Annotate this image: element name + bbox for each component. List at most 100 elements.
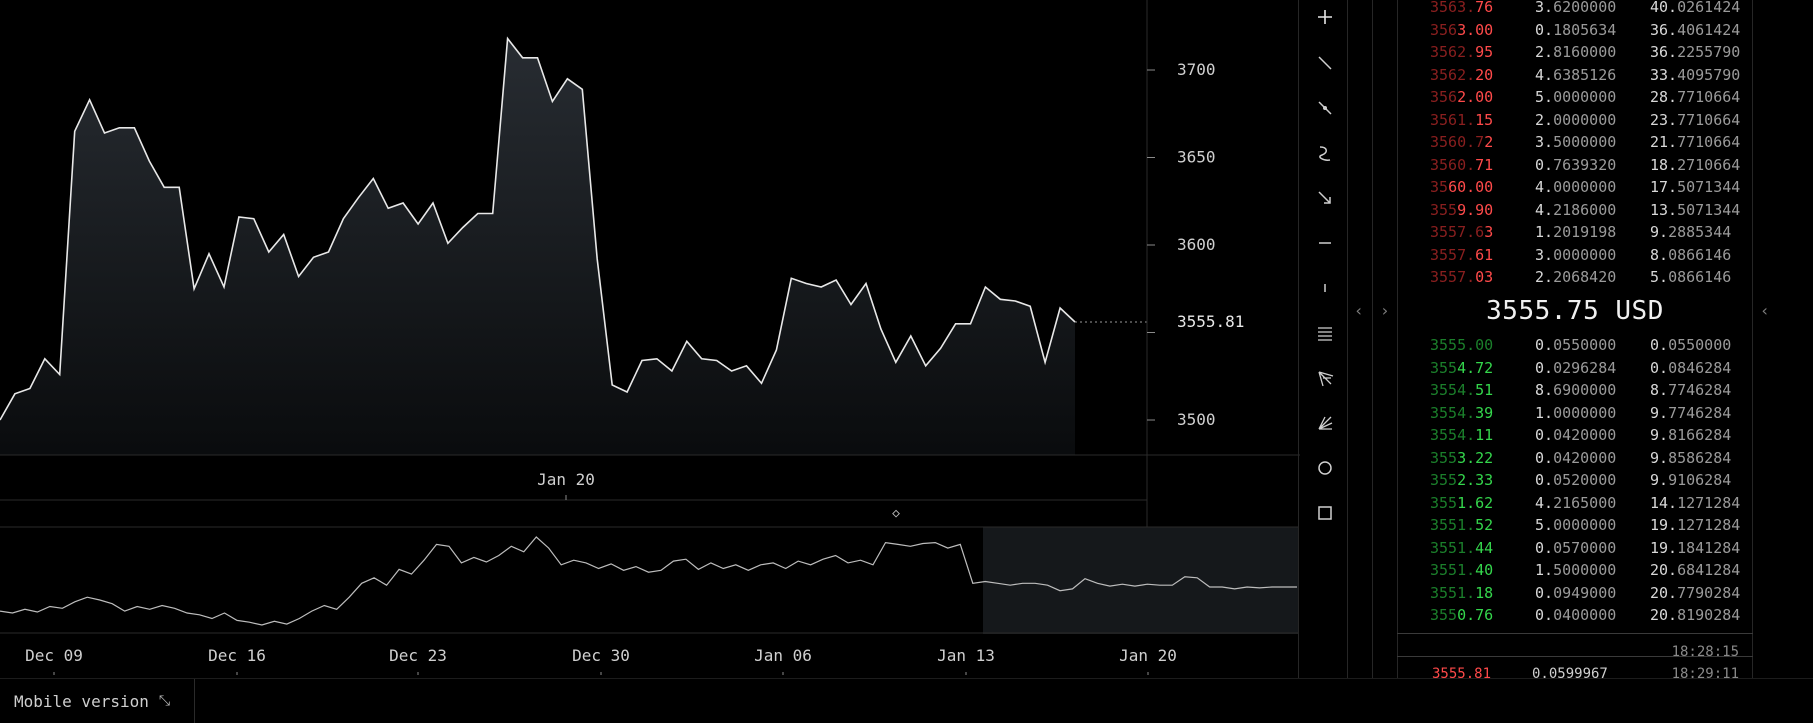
ask-price-emph: 76 <box>1475 0 1494 16</box>
ask-sum-frac: 4061424 <box>1677 20 1741 39</box>
bid-row[interactable]: 3552.33 0.0520000 9.9106284 <box>1395 471 1755 493</box>
bid-row[interactable]: 3553.22 0.0420000 9.8586284 <box>1395 449 1755 471</box>
trend-line-icon[interactable] <box>1310 48 1340 78</box>
bid-row[interactable]: 3551.44 0.0570000 19.1841284 <box>1395 539 1755 561</box>
bid-price-muted: 3554. <box>1430 426 1476 444</box>
ask-price-emph: 95 <box>1475 43 1494 61</box>
bid-row[interactable]: 3555.00 0.0550000 0.0550000 <box>1395 336 1755 358</box>
price-chart[interactable]: 3700 3650 3600 3500 3555.81 Jan 20 ◇ <box>0 0 1300 530</box>
bid-sum-frac: 7790284 <box>1677 583 1741 602</box>
bid-price-emph: 1.62 <box>1457 493 1494 512</box>
navigator-line <box>0 536 1297 626</box>
collapse-panel-chevron-icon[interactable]: ‹ <box>1760 301 1770 320</box>
ask-row[interactable]: 3560.71 0.7639320 18.2710664 <box>1395 156 1755 178</box>
ask-sum-int: 8. <box>1650 245 1669 264</box>
ask-price-muted: 3560. <box>1430 155 1476 174</box>
bid-row[interactable]: 3551.18 0.0949000 20.7790284 <box>1395 584 1755 606</box>
bid-row[interactable]: 3554.51 8.6900000 8.7746284 <box>1395 381 1755 403</box>
ask-sum-int: 13. <box>1650 200 1678 219</box>
bid-sum-int: 0. <box>1650 358 1669 377</box>
ask-amount-int: 2. <box>1535 268 1554 286</box>
ask-sum-int: 36. <box>1650 43 1678 61</box>
curve-icon[interactable] <box>1310 138 1340 168</box>
bid-amount-frac: 0570000 <box>1553 538 1617 557</box>
ask-amount-int: 2. <box>1535 110 1554 129</box>
expand-right-chevron-icon[interactable]: › <box>1380 301 1390 320</box>
ask-amount-int: 0. <box>1535 155 1554 174</box>
ask-row[interactable]: 3559.90 4.2186000 13.5071344 <box>1395 201 1755 223</box>
ask-price-muted: 3557.6 <box>1430 223 1485 241</box>
ask-amount-frac: 0000000 <box>1553 110 1617 129</box>
bid-sum-frac: 7746284 <box>1668 403 1732 422</box>
bid-amount-int: 0. <box>1535 471 1554 489</box>
ask-row[interactable]: 3557.61 3.0000000 8.0866146 <box>1395 246 1755 268</box>
bid-row[interactable]: 3551.52 5.0000000 19.1271284 <box>1395 516 1755 538</box>
bid-sum-int: 19. <box>1650 538 1678 557</box>
ask-row[interactable]: 3557.63 1.2019198 9.2885344 <box>1395 223 1755 245</box>
ask-row[interactable]: 3557.03 2.2068420 5.0866146 <box>1395 268 1755 290</box>
bid-amount-int: 0. <box>1535 448 1554 467</box>
trades-list: 18:28:15 3555.81 0.0599967 18:29:11 <box>1397 640 1753 678</box>
navigator-x-tick-label: Dec 30 <box>572 646 630 665</box>
mobile-version-button[interactable]: Mobile version ⤡ <box>0 679 195 723</box>
last-price-label: 3555.81 <box>1177 312 1244 331</box>
vertical-line-icon[interactable] <box>1310 273 1340 303</box>
diamond-marker[interactable]: ◇ <box>892 506 900 521</box>
bid-amount-int: 4. <box>1535 493 1554 512</box>
bid-price-muted: 355 <box>1430 493 1458 512</box>
ask-row[interactable]: 3562.20 4.6385126 33.4095790 <box>1395 66 1755 88</box>
navigator-x-tick-label: Jan 20 <box>1119 646 1177 665</box>
bid-sum-int: 14. <box>1650 493 1678 512</box>
bid-sum-int: 9. <box>1650 471 1669 489</box>
ask-amount-frac: 0000000 <box>1553 245 1617 264</box>
bid-amount-frac: 0296284 <box>1553 358 1617 377</box>
collapse-left-chevron-icon[interactable]: ‹ <box>1354 301 1364 320</box>
ask-row[interactable]: 3560.72 3.5000000 21.7710664 <box>1395 133 1755 155</box>
bid-row[interactable]: 3551.62 4.2165000 14.1271284 <box>1395 494 1755 516</box>
ask-row[interactable]: 3560.00 4.0000000 17.5071344 <box>1395 178 1755 200</box>
y-tick-label: 3600 <box>1177 235 1216 254</box>
ray-icon[interactable] <box>1310 93 1340 123</box>
ask-sum-int: 40. <box>1650 0 1678 16</box>
ask-sum-frac: 7710664 <box>1677 88 1741 106</box>
trade-time: 18:29:11 <box>1671 666 1739 678</box>
bid-row[interactable]: 3554.11 0.0420000 9.8166284 <box>1395 426 1755 448</box>
bid-row[interactable]: 3554.39 1.0000000 9.7746284 <box>1395 404 1755 426</box>
circle-icon[interactable] <box>1310 453 1340 483</box>
pitchfork-icon[interactable] <box>1310 363 1340 393</box>
ask-sum-frac: 0866146 <box>1668 268 1732 286</box>
x-tick-label: Jan 20 <box>537 470 595 489</box>
bid-price-emph: 11 <box>1475 426 1494 444</box>
bid-amount-int: 0. <box>1535 583 1554 602</box>
plus-icon[interactable] <box>1310 2 1340 32</box>
parallel-lines-icon[interactable] <box>1310 318 1340 348</box>
bid-sum-frac: 9106284 <box>1668 471 1732 489</box>
horizontal-line-icon[interactable] <box>1310 228 1340 258</box>
ask-row[interactable]: 3563.76 3.6200000 40.0261424 <box>1395 0 1755 20</box>
bid-row[interactable]: 3550.76 0.0400000 20.8190284 <box>1395 606 1755 628</box>
bid-row[interactable]: 3554.72 0.0296284 0.0846284 <box>1395 359 1755 381</box>
navigator-x-tick-label: Dec 23 <box>389 646 447 665</box>
rectangle-icon[interactable] <box>1310 498 1340 528</box>
bid-amount-frac: 6900000 <box>1553 381 1617 399</box>
ask-row[interactable]: 3563.00 0.1805634 36.4061424 <box>1395 21 1755 43</box>
bid-sum-int: 19. <box>1650 516 1678 534</box>
bid-row[interactable]: 3551.40 1.5000000 20.6841284 <box>1395 561 1755 583</box>
bid-price-muted: 3555.00 <box>1430 336 1494 354</box>
ask-price-muted: 35 <box>1430 178 1449 196</box>
arrow-icon[interactable] <box>1310 183 1340 213</box>
ask-amount-int: 0. <box>1535 20 1554 39</box>
ask-price-muted: 3563. <box>1430 0 1476 16</box>
ask-row[interactable]: 3562.95 2.8160000 36.2255790 <box>1395 43 1755 65</box>
ask-row[interactable]: 3562.00 5.0000000 28.7710664 <box>1395 88 1755 110</box>
ask-row[interactable]: 3561.15 2.0000000 23.7710664 <box>1395 111 1755 133</box>
ask-sum-frac: 0261424 <box>1677 0 1741 16</box>
ask-price-emph: 60.00 <box>1448 178 1494 196</box>
fib-fan-icon[interactable] <box>1310 408 1340 438</box>
y-tick-label: 3700 <box>1177 60 1216 79</box>
navigator-chart[interactable]: Dec 09 Dec 16 Dec 23 Dec 30 Jan 06 Jan 13 Jan … <box>0 525 1300 675</box>
ask-amount-frac: 5000000 <box>1553 133 1617 151</box>
navigator-selection[interactable] <box>983 527 1298 634</box>
ask-sum-frac: 5071344 <box>1677 200 1741 219</box>
bid-sum-int: 9. <box>1650 403 1669 422</box>
